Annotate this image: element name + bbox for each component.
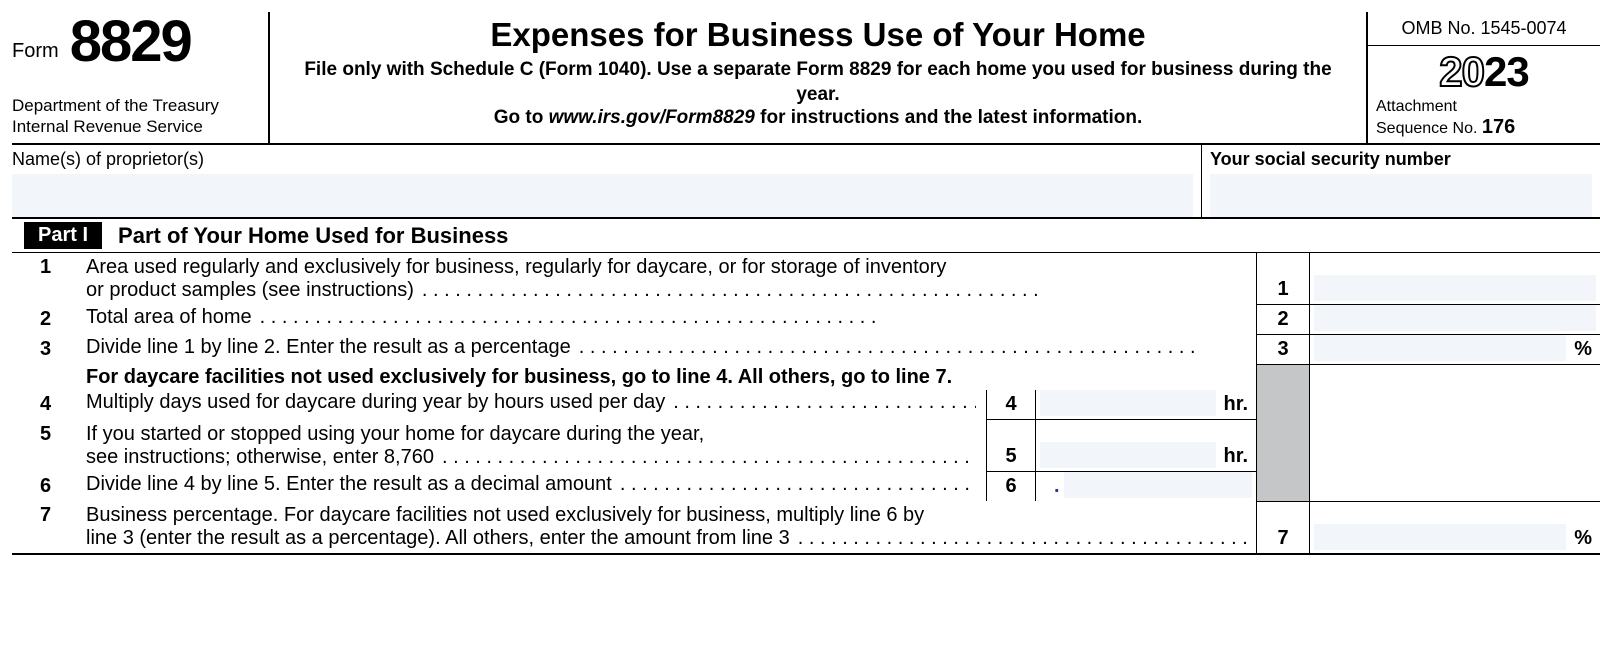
- line-7-desc: Business percentage. For daycare facilit…: [86, 501, 1256, 553]
- form-url: www.irs.gov/Form8829: [549, 107, 755, 128]
- line-4-value: hr.: [1036, 390, 1256, 420]
- line-3-num: 3: [12, 335, 86, 365]
- ssn-label: Your social security number: [1210, 149, 1592, 170]
- identity-row: Name(s) of proprietor(s) Your social sec…: [12, 145, 1600, 219]
- form-word: Form: [12, 40, 59, 62]
- line-3-value: %: [1310, 335, 1600, 365]
- line-2-input[interactable]: [1314, 305, 1596, 331]
- agency-name: Department of the Treasury Internal Reve…: [12, 95, 260, 138]
- part-chip: Part I: [24, 222, 102, 249]
- proprietor-name-input[interactable]: [12, 174, 1193, 217]
- line-4-num: 4: [12, 390, 86, 420]
- line-7-input[interactable]: [1314, 524, 1566, 550]
- line-1-desc: Area used regularly and exclusively for …: [86, 253, 1256, 305]
- attachment-sequence: Attachment Sequence No. 176: [1368, 98, 1600, 143]
- header-center: Expenses for Business Use of Your Home F…: [270, 12, 1368, 143]
- part-title: Part of Your Home Used for Business: [118, 223, 508, 249]
- form-title: Expenses for Business Use of Your Home: [284, 16, 1352, 54]
- line-4: 4 Multiply days used for daycare during …: [12, 390, 1600, 420]
- form-8829: Form 8829 Department of the Treasury Int…: [12, 12, 1600, 555]
- line-1: 1 Area used regularly and exclusively fo…: [12, 253, 1600, 305]
- daycare-note-row: For daycare facilities not used exclusiv…: [12, 365, 1600, 390]
- proprietor-name-cell: Name(s) of proprietor(s): [12, 145, 1202, 217]
- form-number: 8829: [70, 16, 191, 68]
- line-4-input[interactable]: [1040, 390, 1216, 416]
- line-1-num: 1: [12, 253, 86, 305]
- form-subtitle: File only with Schedule C (Form 1040). U…: [284, 58, 1352, 107]
- line-3-box: 3: [1256, 335, 1310, 365]
- line-3-desc: Divide line 1 by line 2. Enter the resul…: [86, 335, 1256, 365]
- line-6-value: .: [1036, 472, 1256, 501]
- line-6-input[interactable]: [1064, 472, 1252, 498]
- decimal-point: .: [1036, 475, 1060, 498]
- line-7-value: %: [1310, 501, 1600, 553]
- line-5-desc: If you started or stopped using your hom…: [86, 420, 986, 472]
- header-left: Form 8829 Department of the Treasury Int…: [12, 12, 270, 143]
- part-heading: Part I Part of Your Home Used for Busine…: [12, 219, 1600, 253]
- line-3: 3 Divide line 1 by line 2. Enter the res…: [12, 335, 1600, 365]
- line-2-num: 2: [12, 305, 86, 335]
- line-2: 2 Total area of home 2: [12, 305, 1600, 335]
- line-4-box: 4: [986, 390, 1036, 420]
- form-goto: Go to www.irs.gov/Form8829 for instructi…: [284, 107, 1352, 129]
- line-6-box: 6: [986, 472, 1036, 501]
- form-header: Form 8829 Department of the Treasury Int…: [12, 12, 1600, 145]
- line-2-box: 2: [1256, 305, 1310, 335]
- line-4-desc: Multiply days used for daycare during ye…: [86, 390, 986, 420]
- line-3-input[interactable]: [1314, 335, 1566, 361]
- line-6-desc: Divide line 4 by line 5. Enter the resul…: [86, 472, 986, 501]
- omb-number: OMB No. 1545-0074: [1368, 12, 1600, 46]
- line-5-value: hr.: [1036, 420, 1256, 472]
- line-1-value: [1310, 253, 1600, 305]
- proprietor-name-label: Name(s) of proprietor(s): [12, 149, 1193, 170]
- ssn-cell: Your social security number: [1202, 145, 1600, 217]
- ssn-input[interactable]: [1210, 174, 1592, 217]
- line-6: 6 Divide line 4 by line 5. Enter the res…: [12, 472, 1600, 501]
- line-6-num: 6: [12, 472, 86, 501]
- tax-year: 2023: [1368, 46, 1600, 98]
- line-7: 7 Business percentage. For daycare facil…: [12, 501, 1600, 555]
- line-1-input[interactable]: [1314, 275, 1596, 301]
- line-7-num: 7: [12, 501, 86, 553]
- header-right: OMB No. 1545-0074 2023 Attachment Sequen…: [1368, 12, 1600, 143]
- line-5-box: 5: [986, 420, 1036, 472]
- line-5: 5 If you started or stopped using your h…: [12, 420, 1600, 472]
- daycare-note: For daycare facilities not used exclusiv…: [86, 365, 1256, 390]
- line-2-value: [1310, 305, 1600, 335]
- line-1-box: 1: [1256, 253, 1310, 305]
- line-7-box: 7: [1256, 501, 1310, 553]
- line-5-num: 5: [12, 420, 86, 472]
- line-2-desc: Total area of home: [86, 305, 1256, 335]
- shaded-box: [1256, 365, 1310, 390]
- line-5-input[interactable]: [1040, 442, 1216, 468]
